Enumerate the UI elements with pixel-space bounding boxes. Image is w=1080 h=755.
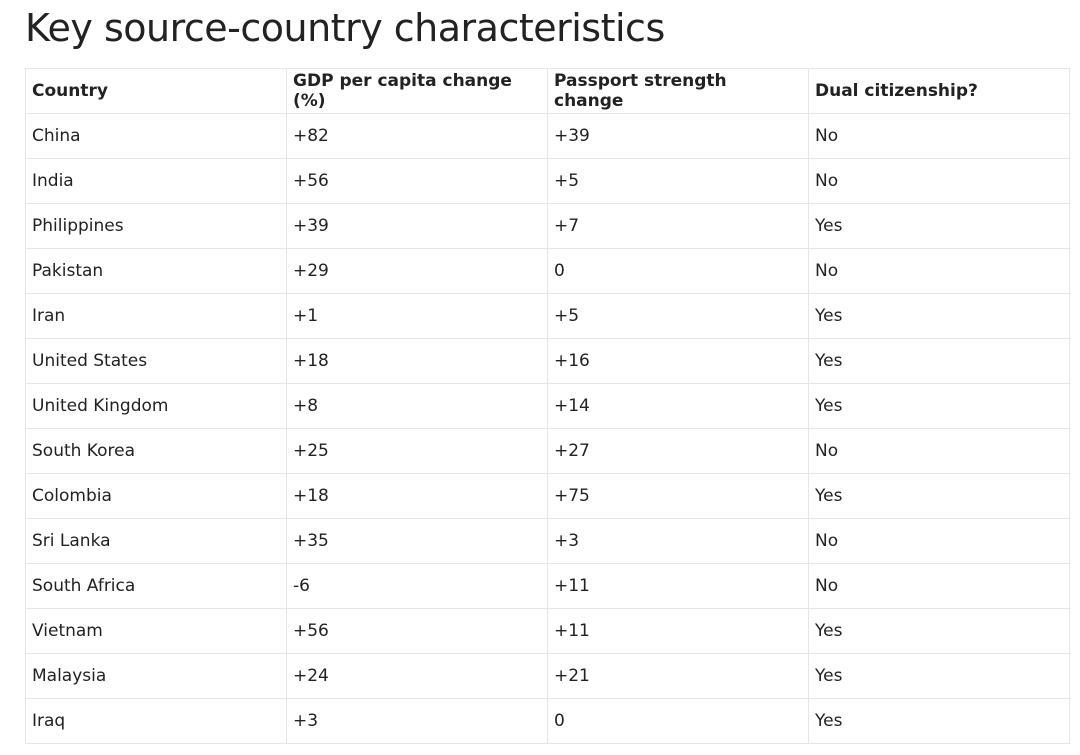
table-row: Vietnam +56 +11 Yes — [25, 608, 1070, 654]
data-table: Country GDP per capita change (%) Passport… — [25, 68, 1070, 744]
table-cell: Yes — [808, 608, 1070, 654]
header-cell: Passport strength change — [547, 68, 809, 114]
table-row: Philippines +39 +7 Yes — [25, 203, 1070, 249]
table-cell: Yes — [808, 653, 1070, 699]
table-cell: +39 — [286, 203, 548, 249]
table-row: South Korea +25 +27 No — [25, 428, 1070, 474]
table-cell: +25 — [286, 428, 548, 474]
table-cell: +18 — [286, 338, 548, 384]
table-row: South Africa -6 +11 No — [25, 563, 1070, 609]
table-cell: 0 — [547, 248, 809, 294]
table-cell: South Korea — [25, 428, 287, 474]
table-cell: +7 — [547, 203, 809, 249]
title: Key source-country characteristics — [25, 6, 665, 50]
table-row: Pakistan +29 0 No — [25, 248, 1070, 294]
table-cell: +21 — [547, 653, 809, 699]
table-cell: +14 — [547, 383, 809, 429]
table-cell: +8 — [286, 383, 548, 429]
header-cell: GDP per capita change (%) — [286, 68, 548, 114]
header-cell: Dual citizenship? — [808, 68, 1070, 114]
table-cell: Yes — [808, 203, 1070, 249]
table-cell: +5 — [547, 293, 809, 339]
table-cell: +16 — [547, 338, 809, 384]
table-row: Sri Lanka +35 +3 No — [25, 518, 1070, 564]
table-row: Malaysia +24 +21 Yes — [25, 653, 1070, 699]
table-row: Iraq +3 0 Yes — [25, 698, 1070, 744]
table-cell: South Africa — [25, 563, 287, 609]
table-row: India +56 +5 No — [25, 158, 1070, 204]
table-row: Colombia +18 +75 Yes — [25, 473, 1070, 519]
table-cell: +1 — [286, 293, 548, 339]
table-cell: United Kingdom — [25, 383, 287, 429]
table-cell: Malaysia — [25, 653, 287, 699]
table-cell: Yes — [808, 383, 1070, 429]
table-cell: +29 — [286, 248, 548, 294]
table-row: United Kingdom +8 +14 Yes — [25, 383, 1070, 429]
table-cell: +27 — [547, 428, 809, 474]
table-cell: Iraq — [25, 698, 287, 744]
table-cell: Yes — [808, 473, 1070, 519]
table-cell: No — [808, 428, 1070, 474]
table-cell: No — [808, 158, 1070, 204]
table-cell: +82 — [286, 113, 548, 159]
table-cell: No — [808, 563, 1070, 609]
table-cell: +3 — [547, 518, 809, 564]
table-cell: Colombia — [25, 473, 287, 519]
table-cell: No — [808, 248, 1070, 294]
table-cell: United States — [25, 338, 287, 384]
table-cell: +39 — [547, 113, 809, 159]
table-cell: No — [808, 518, 1070, 564]
table-cell: +11 — [547, 608, 809, 654]
header-cell: Country — [25, 68, 287, 114]
table-cell: Yes — [808, 338, 1070, 384]
table-body: China +82 +39 No India +56 +5 No Philippines +39 +… — [25, 113, 1070, 744]
table-cell: +18 — [286, 473, 548, 519]
table-cell: 0 — [547, 698, 809, 744]
header-row: Country GDP per capita change (%) Passport… — [25, 68, 1070, 114]
table-cell: India — [25, 158, 287, 204]
table-cell: -6 — [286, 563, 548, 609]
table-cell: Sri Lanka — [25, 518, 287, 564]
table-cell: +5 — [547, 158, 809, 204]
table-cell: Iran — [25, 293, 287, 339]
table-cell: +35 — [286, 518, 548, 564]
table-cell: +11 — [547, 563, 809, 609]
table-cell: Philippines — [25, 203, 287, 249]
table-cell: +75 — [547, 473, 809, 519]
table-cell: +56 — [286, 608, 548, 654]
table-cell: +24 — [286, 653, 548, 699]
table-cell: Pakistan — [25, 248, 287, 294]
table-cell: Vietnam — [25, 608, 287, 654]
table-cell: Yes — [808, 698, 1070, 744]
table-row: United States +18 +16 Yes — [25, 338, 1070, 384]
table-row: China +82 +39 No — [25, 113, 1070, 159]
table-cell: +3 — [286, 698, 548, 744]
table-row: Iran +1 +5 Yes — [25, 293, 1070, 339]
table-cell: No — [808, 113, 1070, 159]
table-cell: +56 — [286, 158, 548, 204]
table-cell: China — [25, 113, 287, 159]
table-cell: Yes — [808, 293, 1070, 339]
